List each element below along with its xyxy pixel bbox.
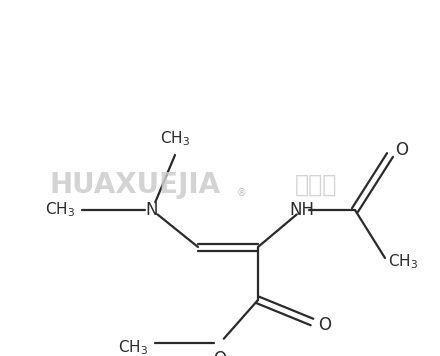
Text: O: O bbox=[213, 350, 227, 356]
Text: CH$_3$: CH$_3$ bbox=[45, 201, 75, 219]
Text: ®: ® bbox=[237, 188, 247, 198]
Text: 化学加: 化学加 bbox=[295, 173, 337, 197]
Text: O: O bbox=[318, 316, 331, 334]
Text: O: O bbox=[395, 141, 408, 159]
Text: HUAXUEJIA: HUAXUEJIA bbox=[50, 171, 221, 199]
Text: CH$_3$: CH$_3$ bbox=[388, 253, 418, 271]
Text: CH$_3$: CH$_3$ bbox=[160, 129, 190, 148]
Text: N: N bbox=[146, 201, 158, 219]
Text: NH: NH bbox=[290, 201, 315, 219]
Text: CH$_3$: CH$_3$ bbox=[118, 339, 148, 356]
